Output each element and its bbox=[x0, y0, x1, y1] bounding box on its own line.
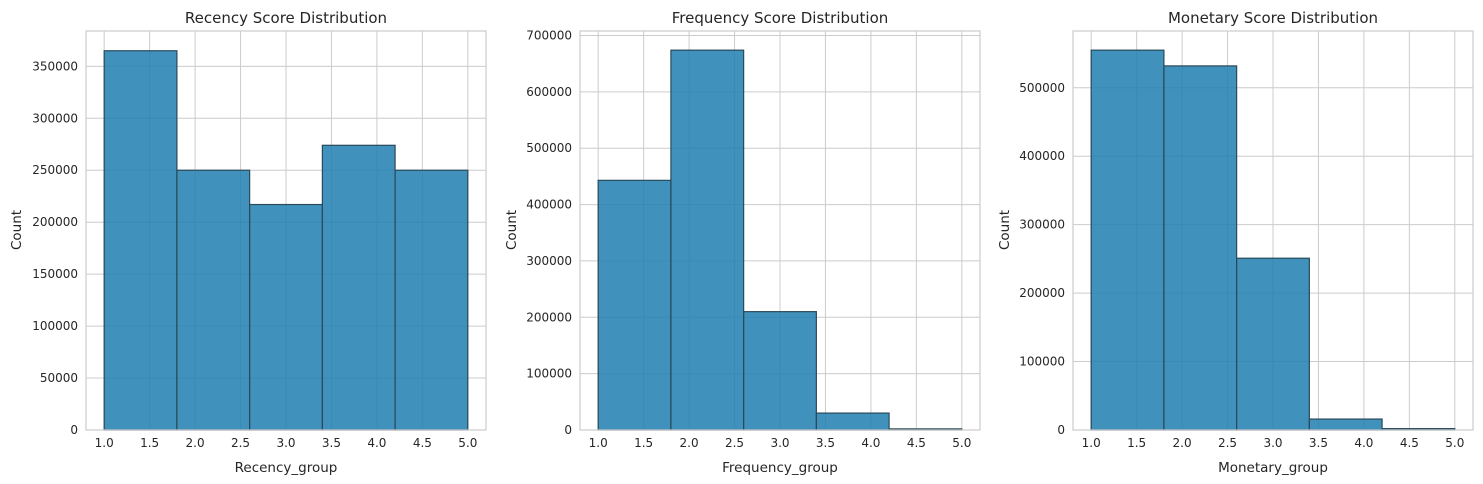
chart-title: Frequency Score Distribution bbox=[672, 9, 889, 27]
x-tick-label: 5.0 bbox=[952, 436, 971, 450]
y-tick-label: 100000 bbox=[526, 367, 572, 381]
x-tick-label: 4.0 bbox=[367, 436, 386, 450]
y-axis-label: Count bbox=[504, 210, 520, 250]
y-tick-label: 400000 bbox=[1019, 149, 1065, 163]
x-tick-label: 3.5 bbox=[1309, 436, 1328, 450]
x-tick-label: 4.5 bbox=[1400, 436, 1419, 450]
histogram-bar bbox=[1308, 418, 1383, 431]
x-tick-label: 2.0 bbox=[186, 436, 205, 450]
y-axis-label: Count bbox=[997, 210, 1013, 250]
y-tick-label: 0 bbox=[1057, 423, 1065, 437]
y-axis-label: Count bbox=[9, 210, 25, 250]
x-tick-label: 3.5 bbox=[816, 436, 835, 450]
histogram-bar bbox=[394, 169, 469, 431]
x-tick-label: 3.0 bbox=[1263, 436, 1282, 450]
x-tick-label: 1.0 bbox=[589, 436, 608, 450]
x-axis-label: Recency_group bbox=[235, 460, 338, 476]
y-tick-label: 300000 bbox=[1019, 218, 1065, 232]
y-tick-label: 200000 bbox=[526, 310, 572, 324]
x-tick-label: 2.0 bbox=[1173, 436, 1192, 450]
y-tick-label: 200000 bbox=[1019, 286, 1065, 300]
recency-chart: Recency Score Distribution Recency_group… bbox=[9, 9, 487, 476]
x-tick-label: 3.5 bbox=[322, 436, 341, 450]
monetary-chart: Monetary Score Distribution Monetary_gro… bbox=[997, 9, 1474, 476]
x-tick-label: 1.0 bbox=[95, 436, 114, 450]
x-tick-label: 2.0 bbox=[680, 436, 699, 450]
chart-title: Monetary Score Distribution bbox=[1168, 9, 1378, 27]
x-tick-label: 4.0 bbox=[861, 436, 880, 450]
y-tick-label: 100000 bbox=[1019, 355, 1065, 369]
y-tick-label: 350000 bbox=[32, 59, 78, 73]
x-tick-label: 3.0 bbox=[276, 436, 295, 450]
y-tick-label: 500000 bbox=[1019, 81, 1065, 95]
histogram-bar bbox=[815, 412, 890, 431]
histogram-bar bbox=[176, 169, 251, 431]
x-tick-label: 5.0 bbox=[458, 436, 477, 450]
x-tick-label: 1.5 bbox=[634, 436, 653, 450]
y-tick-label: 400000 bbox=[526, 198, 572, 212]
y-tick-label: 300000 bbox=[32, 111, 78, 125]
histogram-bar bbox=[1163, 65, 1238, 431]
x-tick-label: 4.5 bbox=[907, 436, 926, 450]
x-tick-label: 1.0 bbox=[1082, 436, 1101, 450]
plot-frame bbox=[579, 30, 981, 431]
x-axis-label: Monetary_group bbox=[1218, 460, 1328, 476]
chart-title: Recency Score Distribution bbox=[185, 9, 387, 27]
y-tick-label: 500000 bbox=[526, 141, 572, 155]
x-tick-label: 2.5 bbox=[231, 436, 250, 450]
x-tick-label: 5.0 bbox=[1445, 436, 1464, 450]
plot-frame bbox=[1072, 30, 1474, 431]
y-tick-label: 100000 bbox=[32, 319, 78, 333]
y-tick-label: 0 bbox=[564, 423, 572, 437]
histogram-bar bbox=[321, 144, 396, 431]
x-tick-label: 4.5 bbox=[413, 436, 432, 450]
histogram-bar bbox=[1236, 257, 1310, 431]
plot-frame bbox=[85, 30, 487, 431]
y-tick-label: 150000 bbox=[32, 267, 78, 281]
y-tick-label: 300000 bbox=[526, 254, 572, 268]
histogram-bar bbox=[597, 179, 672, 431]
histogram-bar bbox=[670, 49, 745, 431]
histogram-bar bbox=[103, 50, 178, 431]
x-tick-label: 2.5 bbox=[1218, 436, 1237, 450]
histogram-bar bbox=[743, 311, 817, 431]
y-tick-label: 700000 bbox=[526, 29, 572, 43]
histogram-bar bbox=[1090, 49, 1165, 431]
x-tick-label: 1.5 bbox=[140, 436, 159, 450]
x-tick-label: 1.5 bbox=[1127, 436, 1146, 450]
x-tick-label: 4.0 bbox=[1354, 436, 1373, 450]
y-tick-label: 200000 bbox=[32, 215, 78, 229]
x-tick-label: 2.5 bbox=[725, 436, 744, 450]
histogram-bar bbox=[249, 203, 323, 431]
frequency-chart: Frequency Score Distribution Frequency_g… bbox=[504, 9, 981, 476]
x-tick-label: 3.0 bbox=[770, 436, 789, 450]
y-tick-label: 250000 bbox=[32, 163, 78, 177]
y-tick-label: 50000 bbox=[40, 371, 78, 385]
y-tick-label: 0 bbox=[70, 423, 78, 437]
y-tick-label: 600000 bbox=[526, 85, 572, 99]
x-axis-label: Frequency_group bbox=[722, 460, 838, 476]
